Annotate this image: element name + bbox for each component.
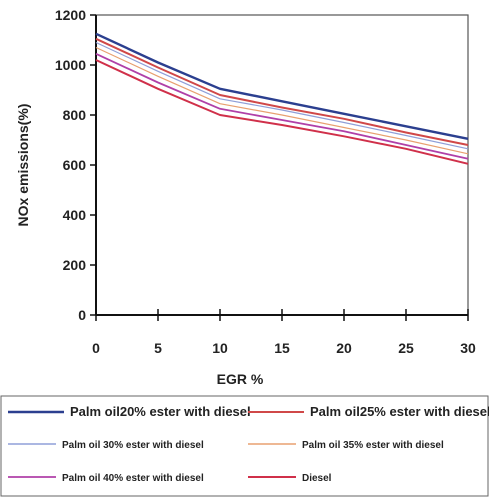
y-tick-label: 400 [63,207,87,223]
legend-label-1: Palm oil20% ester with diesel [70,404,251,419]
series-line-3 [95,41,469,150]
series-line-1 [95,32,469,140]
y-tick-label: 1200 [55,7,86,23]
x-tick-label: 15 [274,340,290,356]
legend-label-4: Palm oil 35% ester with diesel [302,440,444,451]
series-line-4 [95,46,469,155]
y-tick-label: 1000 [55,57,86,73]
x-tick-label: 0 [92,340,100,356]
legend-label-6: Diesel [302,473,332,484]
plot-area: 0 200 400 600 800 1000 1200 0 5 10 15 20 25 30 [55,7,476,356]
y-axis-title: NOx emissions(%) [15,104,31,227]
y-tick-label: 600 [63,157,87,173]
x-axis-title: EGR % [217,371,264,387]
legend-label-3: Palm oil 30% ester with diesel [62,440,204,451]
y-tick-label: 200 [63,257,87,273]
series-line-2 [95,37,469,146]
legend-box [0,395,489,497]
legend-label-2: Palm oil25% ester with diesel [310,404,489,419]
legend-label-5: Palm oil 40% ester with diesel [62,473,204,484]
series-line-6 [95,59,469,165]
x-tick-label: 20 [336,340,352,356]
y-tick-label: 800 [63,107,87,123]
x-tick-label: 5 [154,340,162,356]
legend: Palm oil20% ester with diesel Palm oil25%… [0,395,489,497]
series-line-5 [95,52,469,160]
x-tick-label: 10 [212,340,228,356]
x-tick-label: 25 [398,340,414,356]
x-tick-label: 30 [460,340,476,356]
y-tick-label: 0 [78,307,86,323]
